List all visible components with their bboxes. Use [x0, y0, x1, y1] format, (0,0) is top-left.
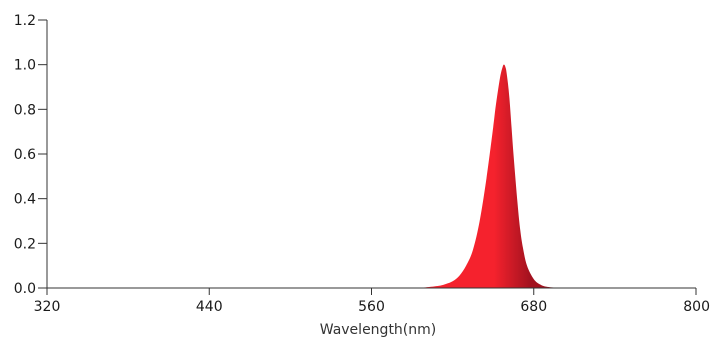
y-axis-ticks: 0.0 0.2 0.4 0.6 0.8 1.0 1.2 — [14, 13, 47, 297]
x-tick-label: 560 — [358, 299, 385, 315]
y-tick-label: 0.8 — [14, 102, 36, 118]
spectrum-area — [412, 64, 575, 289]
y-tick-label: 1.0 — [14, 58, 36, 74]
x-axis-title: Wavelength(nm) — [320, 322, 436, 338]
x-tick-label: 440 — [196, 299, 223, 315]
y-tick-label: 0.2 — [14, 236, 36, 252]
x-tick-label: 320 — [34, 299, 61, 315]
x-tick-label: 680 — [520, 299, 547, 315]
y-tick-label: 0.6 — [14, 147, 36, 163]
x-axis-ticks: 320 440 560 680 800 — [34, 288, 710, 315]
x-tick-label: 800 — [683, 299, 710, 315]
y-tick-label: 1.2 — [14, 13, 36, 29]
y-tick-label: 0.4 — [14, 192, 36, 208]
y-tick-label: 0.0 — [14, 281, 36, 297]
